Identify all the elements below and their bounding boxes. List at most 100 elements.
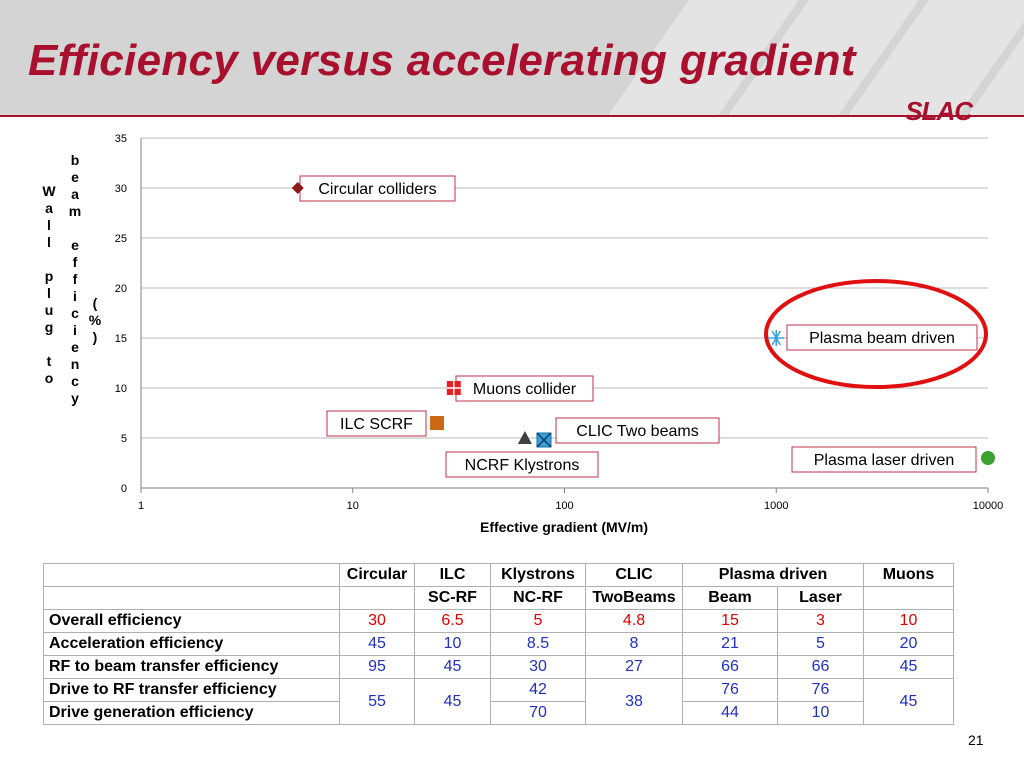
table-cell: 45: [863, 655, 954, 679]
table-cell: 66: [682, 655, 778, 679]
header-plasma-driven: Plasma driven: [682, 563, 864, 587]
table-cell: 10: [414, 632, 491, 656]
header-muons: Muons: [863, 563, 954, 587]
table-cell: 21: [682, 632, 778, 656]
y-tick-label: 30: [115, 183, 127, 195]
data-point-circular-colliders: [291, 182, 304, 194]
table-header-row-2: SC-RF NC-RF TwoBeams Beam Laser: [43, 586, 954, 610]
header-blank: [863, 586, 954, 610]
marker-x-2: [536, 432, 552, 448]
header-corner: [43, 563, 340, 587]
header-ilc: ILC: [414, 563, 491, 587]
highlight-layer: [764, 279, 988, 389]
x-tick-label: 10: [347, 500, 359, 512]
y-tick-label: 35: [115, 133, 127, 145]
data-point-muons-collider: [446, 381, 461, 395]
table-header-row-1: Circular ILC Klystrons CLIC Plasma driven Muo…: [43, 563, 954, 587]
table-row: Drive to RF transfer efficiency 55 45 42 38 7…: [43, 678, 954, 725]
row-label: Acceleration efficiency: [43, 632, 340, 656]
point-label: ILC SCRF: [340, 416, 413, 433]
header-klystrons: Klystrons: [490, 563, 586, 587]
point-label-box: [455, 375, 594, 402]
point-label-box: [299, 175, 456, 202]
table-row: Overall efficiency 30 6.5 5 4.8 15 3 10: [43, 609, 954, 633]
table-cell: 27: [585, 655, 683, 679]
table-row: Acceleration efficiency 45 10 8.5 8 21 5 20: [43, 632, 954, 656]
point-label-box: [555, 417, 720, 444]
table-cell: 45: [414, 678, 491, 725]
y-axis-label-line-2: beam efficiency: [67, 152, 83, 407]
highlight-ellipse: [764, 279, 988, 389]
table-cell: 42: [490, 678, 586, 702]
slide-title: Efficiency versus accelerating gradient: [28, 36, 856, 85]
table-cell: 6.5: [414, 609, 491, 633]
header-subtype: Beam: [682, 586, 778, 610]
scatter-chart: 0 5 10 15 20 25 30 35 1 10 100 1000 10000 Circular c…: [115, 133, 1004, 535]
point-label: Circular colliders: [318, 181, 436, 198]
point-label-box: [791, 446, 977, 473]
table-cell: 3: [777, 609, 864, 633]
table-cell: 5: [777, 632, 864, 656]
table-cell: 45: [414, 655, 491, 679]
slac-logo: SLAC: [905, 96, 973, 126]
header-rule: [0, 115, 1024, 117]
y-tick-label: 0: [121, 483, 127, 495]
table-cell: 10: [863, 609, 954, 633]
table-cell: 15: [682, 609, 778, 633]
header-clic: CLIC: [585, 563, 683, 587]
table-cell: 95: [339, 655, 415, 679]
header-blank: [339, 586, 415, 610]
table-cell: 76: [777, 678, 864, 702]
data-point-plasma-beam-driven: [768, 330, 785, 346]
header-subtype: Laser: [777, 586, 864, 610]
table-cell: 44: [682, 701, 778, 725]
header-corner: [43, 586, 340, 610]
table-cell: 4.8: [585, 609, 683, 633]
data-point-plasma-laser-driven: [981, 451, 995, 465]
x-tick-label: 1000: [764, 500, 788, 512]
table-cell: 8: [585, 632, 683, 656]
table-cell: 45: [339, 632, 415, 656]
axes: [140, 138, 989, 493]
point-label: Plasma beam driven: [809, 330, 955, 347]
data-point-ilc-scrf: [430, 416, 445, 430]
data-point-ncrf-klystrons: [517, 431, 532, 444]
table-cell: 38: [585, 678, 683, 725]
row-label: Drive to RF transfer efficiency: [43, 678, 340, 702]
table-cell: 55: [339, 678, 415, 725]
row-label: RF to beam transfer efficiency: [43, 655, 340, 679]
page-number: 21: [968, 732, 984, 748]
table-cell: 76: [682, 678, 778, 702]
x-axis-label: Effective gradient (MV/m): [480, 519, 648, 535]
header-subtype: NC-RF: [490, 586, 586, 610]
row-label: Overall efficiency: [43, 609, 340, 633]
table-cell: 70: [490, 701, 586, 725]
header-subtype: SC-RF: [414, 586, 491, 610]
header-band: [0, 0, 1024, 115]
table-row: RF to beam transfer efficiency 95 45 30 27 66…: [43, 655, 954, 679]
point-label: CLIC Two beams: [576, 423, 698, 440]
table-cell: 8.5: [490, 632, 586, 656]
y-tick-label: 20: [115, 283, 127, 295]
y-tick-label: 25: [115, 233, 127, 245]
x-tick-label: 100: [555, 500, 573, 512]
table-cell: 30: [490, 655, 586, 679]
table-cell: 30: [339, 609, 415, 633]
point-labels: Circular colliders ILC SCRF Muons collider…: [299, 175, 978, 478]
table-cell: 66: [777, 655, 864, 679]
point-label-box: [445, 451, 599, 478]
table-cell: 10: [777, 701, 864, 725]
point-label: Plasma laser driven: [814, 452, 955, 469]
header-subtype: TwoBeams: [585, 586, 683, 610]
data-points: [291, 182, 995, 465]
table-cell: 45: [863, 678, 954, 725]
table-cell: 5: [490, 609, 586, 633]
point-label: Muons collider: [473, 381, 577, 398]
tick-labels: 0 5 10 15 20 25 30 35 1 10 100 1000 10000: [115, 133, 1004, 512]
y-tick-label: 15: [115, 333, 127, 345]
y-axis-label-line-3: (%): [87, 295, 103, 346]
table-cell: 20: [863, 632, 954, 656]
y-axis-label-line-1: Wall plug to: [41, 183, 57, 387]
table-row: Drive generation efficiency 70 44 10: [43, 701, 954, 725]
x-tick-label: 1: [138, 500, 144, 512]
